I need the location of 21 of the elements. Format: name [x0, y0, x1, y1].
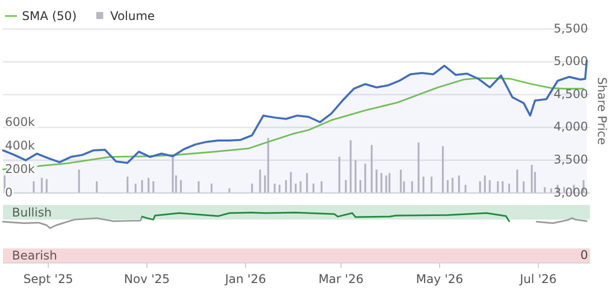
x-tick-label: Mar '26	[318, 272, 364, 286]
y-tick-label: 4,000	[554, 120, 588, 134]
y2-tick-label: 400k	[5, 138, 35, 152]
y-tick-label: 3,500	[554, 152, 588, 166]
y-axis-title: Share Price	[595, 77, 609, 145]
y-tick-label: 3,000	[554, 185, 588, 200]
band-label: Bullish	[12, 205, 52, 220]
y-tick-label: 4,500	[554, 86, 588, 101]
legend-label: Volume	[110, 9, 155, 23]
y2-tick-label: 600k	[5, 114, 35, 129]
x-tick-label: Jan '26	[224, 272, 266, 286]
y-tick-label: 5,500	[554, 21, 588, 36]
x-tick-label: May '26	[416, 272, 464, 286]
x-tick-label: Nov '25	[124, 272, 170, 286]
y-tick-label: 5,000	[554, 54, 588, 68]
x-tick-label: Sept '25	[23, 272, 74, 286]
legend-label: SMA (50)	[22, 9, 77, 23]
band-label: Bearish	[12, 248, 58, 263]
y2-tick-label: 0	[5, 185, 13, 200]
x-tick-label: Jul '26	[518, 272, 557, 286]
annotation: 0	[580, 248, 588, 262]
